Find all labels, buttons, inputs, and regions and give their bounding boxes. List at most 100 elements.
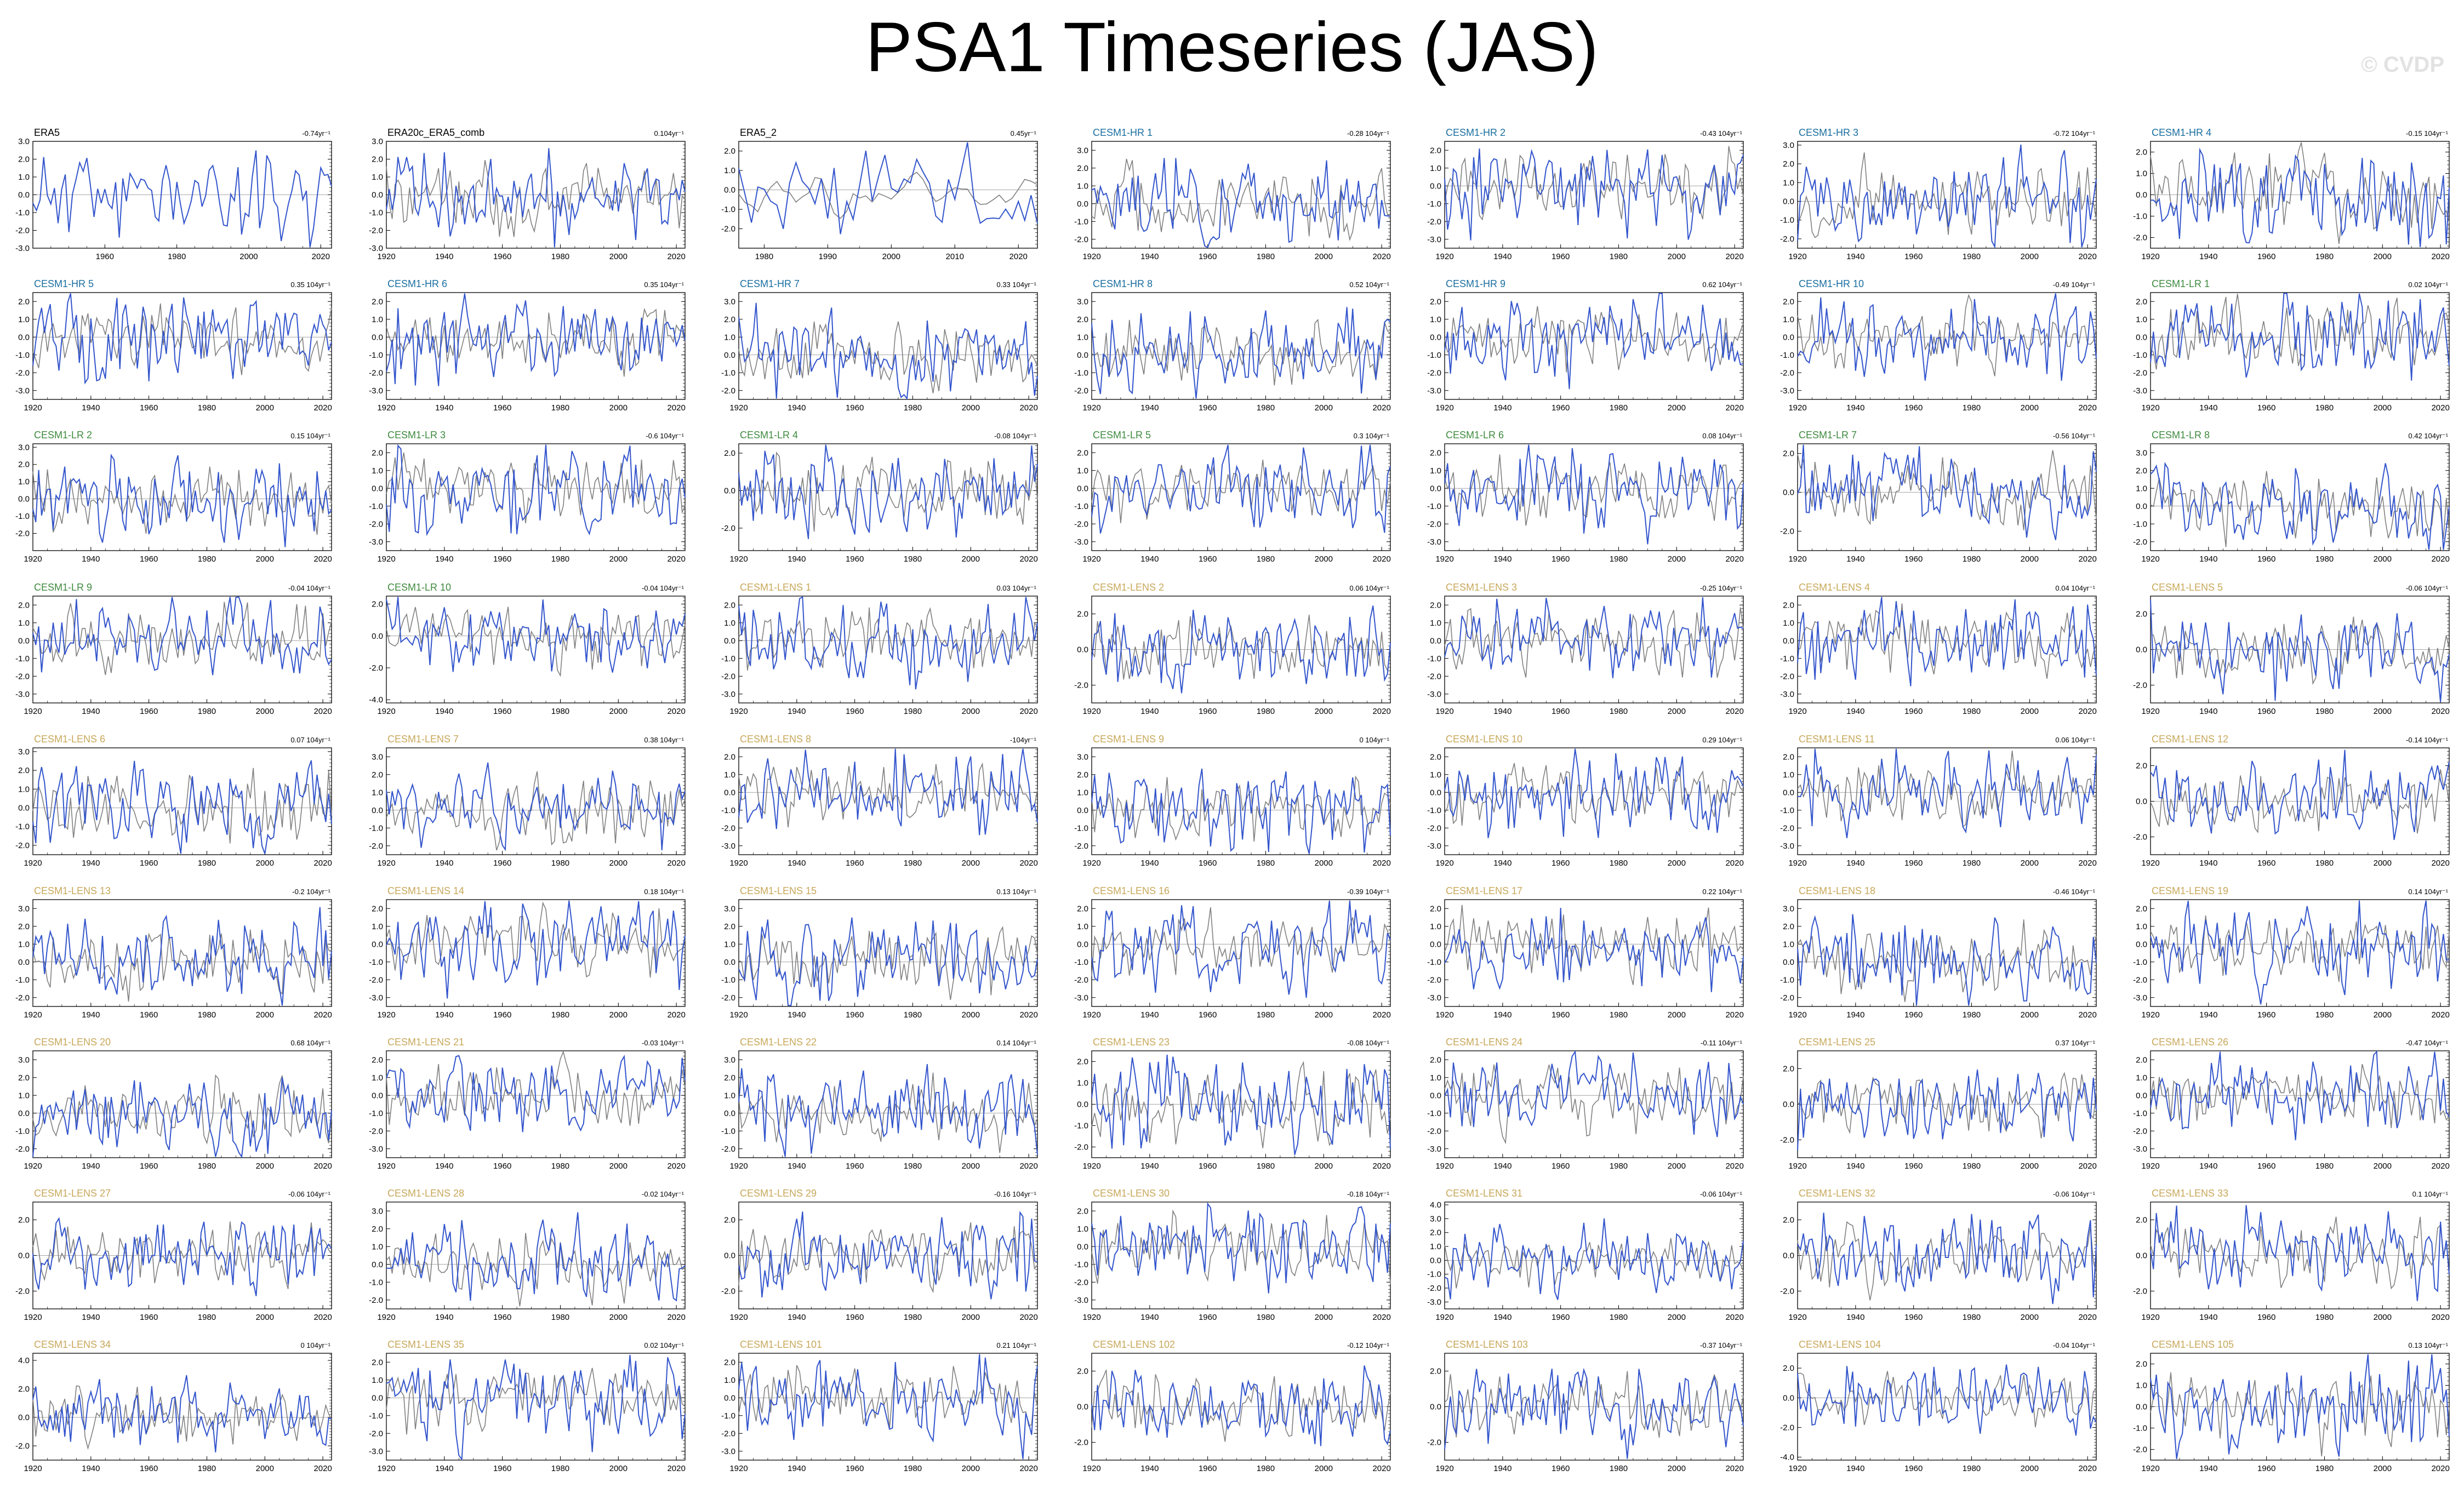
plot-frame [1444,747,1744,855]
x-tick-label: 1960 [1552,1313,1570,1322]
y-tick-label: 0.0 [18,1413,30,1422]
series-line [1444,1218,1744,1300]
panel-chart: CESM1-HR 8 0.52 104yr⁻¹ 3.0 2.0 1.0 0.0 -1.0 -2… [1074,278,1391,413]
panel-label: CESM1-LR 3 [387,430,446,440]
y-tick-label: 2.0 [1783,1065,1794,1074]
y-tick-label: 0.0 [372,1260,383,1269]
series-line [738,444,1038,539]
series-line [738,142,1038,234]
x-tick-label: 2000 [1668,1010,1686,1020]
series-line [1797,1069,2097,1151]
panel-chart: CESM1-HR 3 -0.72 104yr⁻¹ 3.0 2.0 1.0 0.0 -1.0 -… [1780,127,2097,261]
series-line [386,293,686,386]
panel-label: CESM1-LR 4 [740,430,798,440]
y-tick-label: 0.0 [1077,351,1088,360]
trend-label: 0.62 104yr⁻¹ [1702,281,1742,289]
trend-label: 0.08 104yr⁻¹ [1702,432,1742,440]
panel-chart: CESM1-LENS 9 0 104yr⁻¹ 3.0 2.0 1.0 0.0 -1.0 -2.… [1074,734,1391,868]
x-tick-label: 1940 [82,554,100,564]
trend-label: -0.06 104yr⁻¹ [2053,1190,2096,1198]
panel-chart: CESM1-LR 10 -0.04 104yr⁻¹ 2.0 0.0 -2.0 -4.0 19… [369,582,686,716]
x-tick-label: 2020 [313,1010,332,1020]
y-tick-label: -3.0 [1074,537,1088,547]
y-tick-label: 1.0 [18,477,30,487]
x-tick-label: 1920 [1435,554,1453,564]
y-tick-label: 0.0 [1783,333,1794,342]
x-tick-label: 1920 [24,707,42,716]
panel-chart: CESM1-LR 6 0.08 104yr⁻¹ 2.0 1.0 0.0 -1.0 -2.0 -… [1427,430,1744,564]
panel-label: CESM1-LENS 1 [740,582,811,593]
y-tick-label: 2.0 [2136,762,2147,771]
y-tick-label: -2.0 [721,993,735,1003]
x-tick-label: 1940 [788,1313,806,1322]
y-tick-label: -3.0 [1427,993,1441,1003]
x-tick-label: 1980 [2315,1162,2334,1171]
panel-label: CESM1-HR 7 [740,278,800,289]
panel-label: CESM1-LENS 23 [1093,1037,1170,1048]
x-tick-label: 1940 [2199,859,2217,868]
x-tick-label: 1980 [198,707,216,716]
y-tick-label: -2.0 [721,672,735,681]
plot-frame [1091,141,1391,249]
trend-label: -0.46 104yr⁻¹ [2053,888,2096,896]
y-tick-label: 3.0 [1783,141,1794,150]
x-tick-label: 2000 [1315,1010,1333,1020]
plot-frame [32,292,332,400]
y-tick-label: 2.0 [372,1225,383,1234]
x-tick-label: 1920 [24,403,42,413]
x-tick-label: 2000 [256,1162,274,1171]
plot-frame [32,596,332,703]
trend-label: -0.2 104yr⁻¹ [292,888,330,896]
y-tick-label: -3.0 [1074,993,1088,1003]
panel-label: CESM1-LENS 20 [34,1037,111,1048]
plot-frame [738,747,1038,855]
x-tick-label: 1940 [1140,1162,1159,1171]
x-tick-label: 2020 [2431,1162,2449,1171]
plot-frame [1444,899,1744,1007]
x-tick-label: 2000 [609,252,628,261]
x-tick-label: 1940 [1846,1162,1864,1171]
x-tick-label: 2000 [2374,252,2392,261]
y-tick-label: -1.0 [1074,1122,1088,1131]
y-tick-label: -2.0 [1074,519,1088,529]
y-tick-label: 2.0 [1783,297,1794,306]
y-tick-label: -2.0 [15,672,30,681]
x-tick-label: 1960 [2257,859,2275,868]
x-tick-label: 1920 [2141,252,2159,261]
obs-overlay-line [386,307,686,377]
y-tick-label: 1.0 [1077,922,1088,931]
y-tick-label: 0.0 [2136,645,2147,655]
x-tick-label: 1980 [1610,707,1628,716]
x-tick-label: 1940 [788,554,806,564]
trend-label: -0.06 104yr⁻¹ [288,1190,331,1198]
y-tick-label: 2.0 [1430,146,1441,155]
y-tick-label: 0.0 [2136,1251,2147,1261]
panel-label: CESM1-LENS 5 [2152,582,2223,593]
y-tick-label: 0.0 [18,803,30,813]
x-tick-label: 1920 [24,1162,42,1171]
y-tick-label: 2.0 [1077,164,1088,173]
x-tick-label: 1980 [1610,252,1628,261]
y-tick-label: 0.0 [1430,940,1441,949]
obs-overlay-line [1797,1072,2097,1138]
x-tick-label: 1920 [1788,1313,1806,1322]
x-tick-label: 2000 [2374,403,2392,413]
obs-overlay-line [1091,775,1391,842]
y-tick-label: 0.0 [1430,333,1441,342]
x-tick-label: 1940 [788,403,806,413]
x-tick-label: 1940 [82,1464,100,1473]
y-tick-label: 0.0 [724,788,735,797]
y-tick-label: 0.0 [18,1109,30,1118]
plot-frame [1091,443,1391,551]
y-tick-label: 0.0 [1430,1091,1441,1100]
panel-chart: CESM1-LENS 3 -0.25 104yr⁻¹ 2.0 1.0 0.0 -1.0 -2… [1427,582,1744,716]
trend-label: -0.56 104yr⁻¹ [2053,432,2096,440]
y-tick-label: 0.0 [724,1251,735,1261]
x-tick-label: 1920 [1082,859,1100,868]
trend-label: 0.1 104yr⁻¹ [2412,1190,2449,1198]
trend-label: 0.15 104yr⁻¹ [290,432,330,440]
x-tick-label: 1920 [2141,554,2159,564]
x-tick-label: 1980 [2315,859,2334,868]
y-tick-label: -1.0 [1427,351,1441,360]
x-tick-label: 1940 [435,1010,453,1020]
